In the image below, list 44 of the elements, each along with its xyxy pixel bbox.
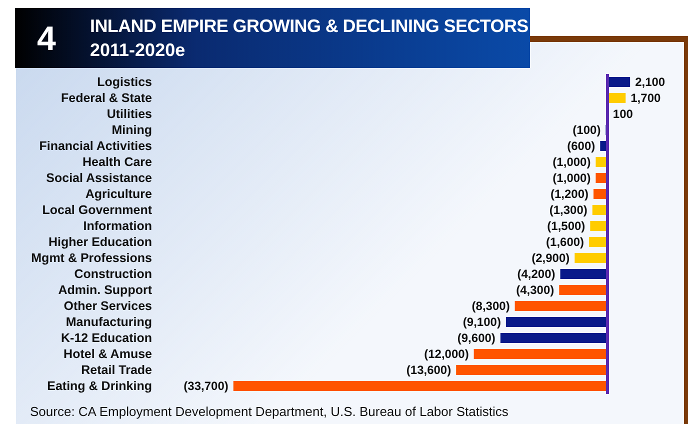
y-tick-label: Logistics	[97, 75, 152, 89]
y-tick-label: Information	[83, 219, 152, 233]
y-tick-label: Eating & Drinking	[47, 379, 152, 393]
y-tick-label: Retail Trade	[81, 363, 152, 377]
data-label: (1,000)	[552, 155, 591, 169]
y-tick-label: Construction	[74, 267, 152, 281]
y-tick-label: Social Assistance	[46, 171, 152, 185]
text: 4	[37, 20, 56, 59]
y-tick-label: Other Services	[64, 299, 152, 313]
y-tick-label: Mgmt & Professions	[31, 251, 152, 265]
data-label: (2,900)	[532, 251, 570, 265]
y-tick-label: Federal & State	[60, 91, 152, 105]
data-label: (1,500)	[547, 219, 586, 233]
chart-subtitle: 2011-2020e	[90, 40, 186, 61]
data-label: (100)	[572, 123, 601, 137]
data-label: (13,600)	[406, 363, 452, 377]
y-tick-label: Higher Education	[48, 235, 152, 249]
data-label: (9,100)	[462, 315, 501, 329]
y-tick-label: Admin. Support	[58, 283, 153, 297]
data-label: (1,300)	[549, 203, 588, 217]
data-label: (8,300)	[472, 299, 510, 313]
data-label: 100	[612, 107, 634, 121]
data-label: (4,200)	[517, 267, 556, 281]
data-label: (1,600)	[546, 235, 584, 249]
data-label: (4,300)	[516, 283, 554, 297]
data-label: (1,200)	[550, 187, 588, 201]
y-tick-label: Mining	[112, 123, 152, 137]
data-label: (33,700)	[184, 379, 228, 393]
data-label: (9,600)	[457, 331, 496, 345]
y-tick-label: Local Government	[42, 203, 153, 217]
y-tick-label: Financial Activities	[39, 139, 152, 153]
source-note: Source: CA Employment Development Department, U.S. Bureau of Labor Statistics	[30, 404, 508, 419]
data-label: 2,100	[635, 75, 666, 89]
chart-title: INLAND EMPIRE GROWING & DECLINING SECTORS	[90, 16, 528, 37]
data-label: 1,700	[630, 91, 661, 105]
data-label: (12,000)	[424, 347, 469, 361]
y-tick-label: K-12 Education	[61, 331, 152, 345]
y-tick-label: Hotel & Amuse	[64, 347, 152, 361]
y-tick-label: Health Care	[82, 155, 152, 169]
data-label: (1,000)	[552, 171, 591, 185]
data-label: (600)	[567, 139, 596, 153]
y-tick-label: Manufacturing	[66, 315, 152, 329]
y-tick-label: Agriculture	[85, 187, 152, 201]
y-tick-label: Utilities	[106, 107, 152, 121]
